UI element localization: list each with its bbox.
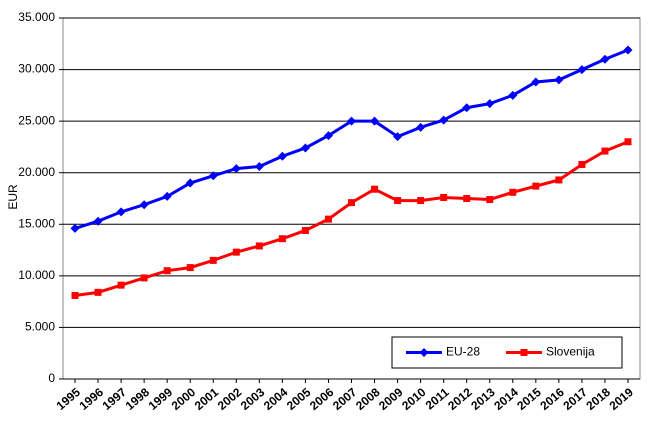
marker (577, 65, 587, 75)
marker (393, 132, 403, 142)
x-tick-label: 2012 (445, 385, 475, 413)
x-tick-label: 2019 (607, 385, 637, 413)
y-tick-label: 35.000 (18, 10, 55, 24)
marker (532, 182, 540, 190)
marker (508, 90, 518, 100)
x-tick-label: 2013 (468, 385, 498, 413)
y-tick-label: 10.000 (18, 268, 55, 282)
y-tick-label: 0 (48, 371, 55, 385)
marker (255, 242, 263, 250)
x-tick-label: 1998 (123, 385, 153, 413)
x-tick-label: 1999 (146, 385, 176, 413)
y-tick-label: 15.000 (18, 216, 55, 230)
marker (578, 160, 586, 168)
marker (209, 256, 217, 264)
y-tick-label: 25.000 (18, 113, 55, 127)
marker (520, 349, 528, 356)
legend-label: Slovenija (546, 345, 595, 359)
marker (163, 267, 171, 275)
x-tick-label: 1995 (54, 385, 84, 413)
marker (277, 151, 287, 161)
marker (139, 200, 149, 210)
marker (93, 216, 103, 226)
y-tick-label: 30.000 (18, 62, 55, 76)
marker (254, 162, 264, 172)
x-tick-label: 2007 (330, 385, 360, 413)
x-tick-label: 2004 (261, 385, 291, 413)
marker (117, 281, 125, 289)
marker (347, 116, 356, 126)
marker (70, 223, 80, 233)
marker (208, 171, 218, 181)
marker (554, 75, 564, 85)
marker (231, 164, 241, 174)
marker (185, 178, 195, 188)
marker (624, 138, 632, 146)
x-tick-label: 2017 (560, 385, 590, 413)
legend: EU-28 Slovenija (391, 336, 623, 369)
marker (324, 215, 332, 223)
marker (601, 147, 609, 155)
x-tick-label: 2009 (376, 385, 406, 413)
marker (94, 288, 102, 296)
marker (323, 131, 333, 141)
marker (301, 226, 309, 234)
marker (463, 195, 471, 202)
x-tick-label: 2011 (423, 385, 452, 413)
marker (439, 115, 449, 125)
marker (462, 103, 472, 113)
marker (531, 77, 541, 87)
x-tick-label: 2018 (583, 385, 613, 413)
y-tick-label: 20.000 (18, 165, 55, 179)
marker (440, 193, 448, 201)
marker (232, 248, 240, 256)
x-tick-label: 2005 (284, 385, 314, 413)
marker (348, 199, 355, 207)
marker (509, 188, 517, 196)
marker (394, 197, 402, 205)
marker (278, 235, 286, 243)
x-tick-label: 1996 (77, 385, 107, 413)
x-tick-label: 1997 (100, 385, 130, 413)
marker (623, 45, 633, 55)
x-tick-label: 2016 (537, 385, 567, 413)
marker (140, 274, 148, 282)
y-axis-label: EUR (6, 184, 20, 210)
x-tick-label: 2006 (307, 385, 337, 413)
x-tick-label: 2003 (238, 385, 268, 413)
x-tick-label: 2000 (169, 385, 199, 413)
marker (186, 264, 194, 272)
marker (600, 54, 610, 64)
marker (162, 191, 172, 201)
marker (71, 291, 79, 299)
x-tick-label: 2001 (192, 385, 222, 413)
x-tick-label: 2008 (353, 385, 383, 413)
legend-label: EU-28 (446, 345, 480, 359)
y-tick-label: 5.000 (25, 320, 55, 334)
x-tick-label: 2002 (215, 385, 245, 413)
x-tick-label: 2014 (491, 385, 521, 413)
x-tick-label: 2010 (399, 385, 429, 413)
marker (555, 176, 563, 184)
x-tick-label: 2015 (514, 385, 544, 413)
marker (419, 348, 429, 357)
marker (116, 207, 126, 217)
marker (371, 185, 379, 193)
marker (370, 116, 380, 126)
plot-area (62, 17, 641, 380)
marker (416, 122, 426, 132)
marker (486, 196, 494, 204)
marker (417, 197, 425, 205)
marker (485, 99, 495, 109)
marker (300, 143, 310, 153)
